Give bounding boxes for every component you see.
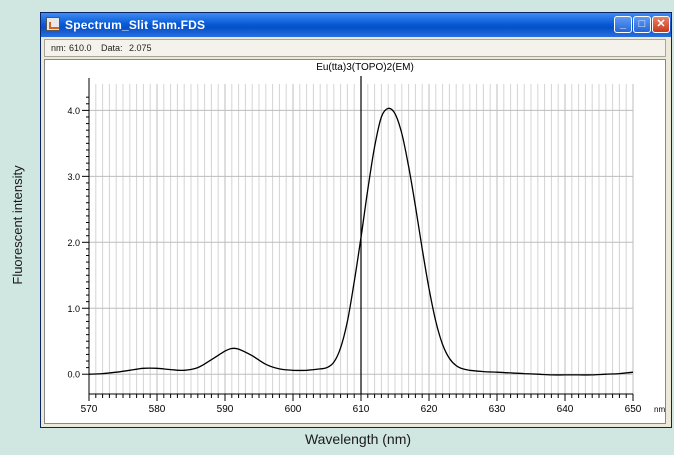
title-bar[interactable]: Spectrum_Slit 5nm.FDS _ □ ✕ (41, 13, 671, 37)
window-title: Spectrum_Slit 5nm.FDS (65, 18, 206, 32)
x-tick-label: 590 (217, 404, 234, 415)
series (88, 107, 634, 376)
chart-title: Eu(tta)3(TOPO)2(EM) (316, 62, 414, 73)
y-axis-label: Fluorescent intensity (10, 165, 25, 285)
ticks: 570 580 590 600 610 620 630 640 650 0.0 1.0 2.0 3.0 4… (67, 96, 642, 415)
y-tick-label: 3.0 (67, 172, 80, 182)
x-axis-label: Wavelength (nm) (304, 431, 412, 447)
spectrum-line (88, 107, 634, 376)
plot-area[interactable]: 570 580 590 600 610 620 630 640 650 0.0 1.0 2.0 3.0 4… (44, 59, 666, 424)
minimize-icon: _ (619, 18, 627, 30)
x-tick-label: 610 (353, 404, 370, 415)
y-tick-label: 2.0 (67, 238, 80, 248)
x-tick-label: 570 (81, 404, 98, 415)
y-tick-label: 0.0 (67, 370, 80, 380)
x-tick-label: 640 (557, 404, 574, 415)
data-label: Data: (101, 43, 123, 53)
y-tick-label: 4.0 (67, 106, 80, 116)
nm-value: 610.0 (69, 43, 92, 53)
minimize-button[interactable]: _ (614, 16, 632, 33)
x-tick-label: 620 (421, 404, 438, 415)
close-button[interactable]: ✕ (652, 16, 670, 33)
spectrum-window: Spectrum_Slit 5nm.FDS _ □ ✕ nm: 610.0 Da… (40, 12, 672, 428)
app-icon[interactable] (46, 17, 60, 31)
x-axis-unit: nm (654, 405, 665, 414)
data-value: 2.075 (129, 43, 152, 53)
spectrum-chart[interactable]: 570 580 590 600 610 620 630 640 650 0.0 1.0 2.0 3.0 4… (45, 60, 665, 423)
x-tick-label: 580 (149, 404, 166, 415)
maximize-button[interactable]: □ (633, 16, 651, 33)
nm-label: nm: (51, 43, 67, 53)
maximize-icon: □ (638, 18, 646, 30)
x-tick-label: 630 (489, 404, 506, 415)
cursor-readout-bar: nm: 610.0 Data: 2.075 (44, 39, 666, 57)
x-tick-label: 600 (285, 404, 302, 415)
close-icon: ✕ (656, 18, 666, 30)
y-tick-label: 1.0 (67, 304, 80, 314)
x-tick-label: 650 (625, 404, 642, 415)
